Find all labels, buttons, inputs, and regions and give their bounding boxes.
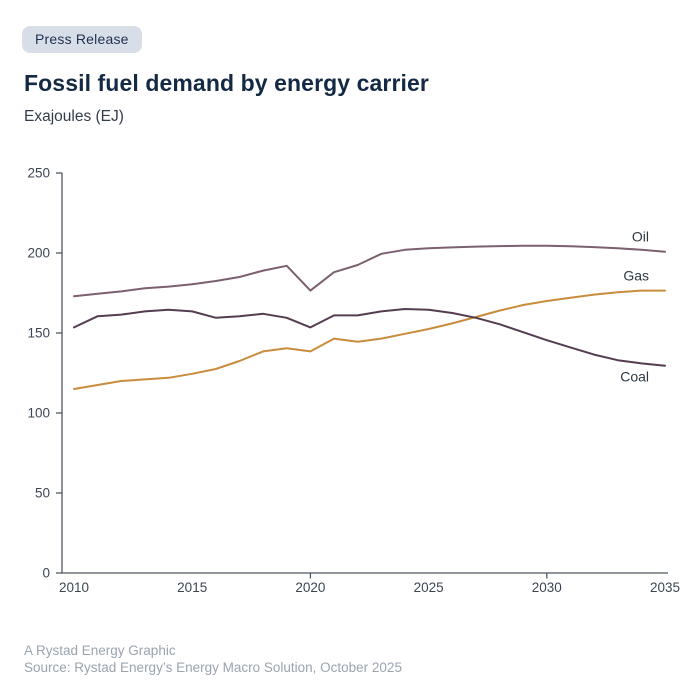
chart-unit-subtitle: Exajoules (EJ) xyxy=(24,108,124,125)
chart-series-lines xyxy=(73,244,666,390)
series-label-gas: Gas xyxy=(623,268,649,284)
x-tick-label: 2030 xyxy=(532,580,562,595)
x-tick-label: 2015 xyxy=(177,580,207,595)
x-tick-label: 2010 xyxy=(59,580,89,595)
chart-series-labels: Oil Gas Coal xyxy=(620,229,649,385)
series-line-gas xyxy=(73,289,666,390)
chart-axes: 0 50 100 150 200 250 2010 2015 2020 2025 2030 2035 xyxy=(27,166,680,596)
series-line-coal xyxy=(73,308,666,367)
x-tick-label: 2020 xyxy=(295,580,325,595)
footer-source: Source: Rystad Energy’s Energy Macro Sol… xyxy=(24,659,402,675)
x-tick-label: 2025 xyxy=(414,580,444,595)
page-title: Fossil fuel demand by energy carrier xyxy=(24,70,429,96)
press-release-badge: Press Release xyxy=(22,26,142,53)
series-line-oil xyxy=(73,244,666,298)
y-tick-label: 0 xyxy=(42,566,50,581)
footer-credit: A Rystad Energy Graphic xyxy=(24,643,176,658)
chart-footer: A Rystad Energy Graphic Source: Rystad E… xyxy=(24,643,402,676)
y-tick-label: 50 xyxy=(35,486,50,501)
y-tick-label: 150 xyxy=(27,326,50,341)
y-tick-label: 100 xyxy=(27,406,50,421)
y-tick-label: 200 xyxy=(27,246,50,261)
x-tick-label: 2035 xyxy=(650,580,680,595)
series-label-coal: Coal xyxy=(620,368,649,384)
y-tick-label: 250 xyxy=(27,166,50,181)
series-label-oil: Oil xyxy=(632,229,649,245)
